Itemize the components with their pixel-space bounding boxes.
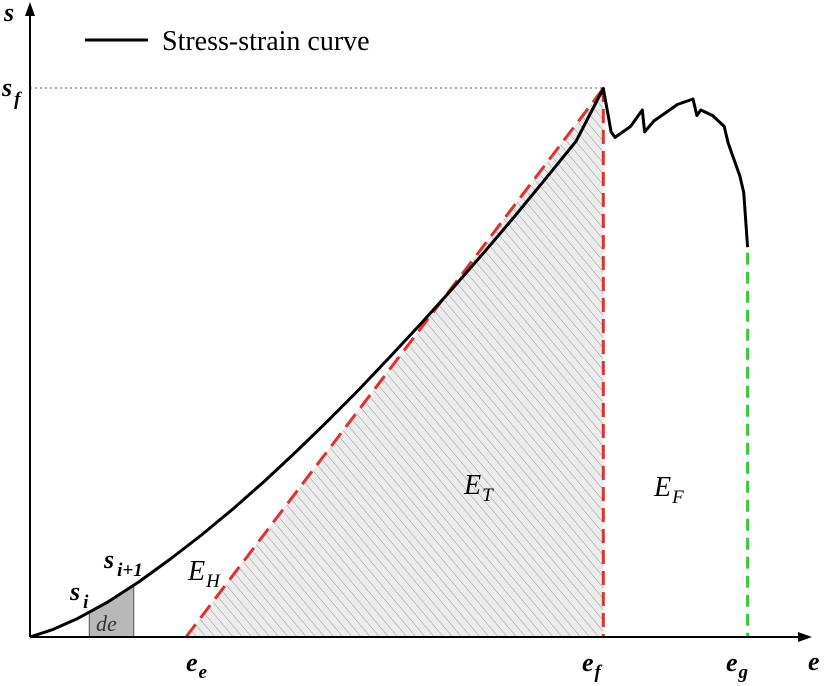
red-dashed-fit-line: [184, 87, 605, 638]
stress-strain-curve-line: [29, 87, 750, 639]
y-tick-sf-sub: f: [14, 89, 22, 110]
annotation-de: de: [96, 611, 117, 636]
x-tick-label-eg: eg: [726, 648, 748, 683]
y-axis-arrowhead: [25, 2, 35, 16]
annotation-e-f-sub: F: [671, 487, 684, 508]
annotation-s-i-main: s: [69, 577, 80, 606]
x-axis-label: e: [808, 647, 820, 676]
annotation-s-i1-main: s: [103, 545, 114, 574]
annotation-e-h: EH: [187, 556, 221, 592]
x-tick-ee-sub: e: [199, 662, 208, 683]
x-axis-arrowhead: [798, 632, 812, 642]
y-tick-sf-main: s: [1, 73, 12, 102]
x-tick-eg-sub: g: [738, 662, 749, 683]
x-tick-ee-main: e: [186, 648, 198, 677]
x-tick-eg-main: e: [726, 648, 738, 677]
annotation-e-h-sub: H: [205, 571, 221, 592]
annotation-e-t-main: E: [463, 470, 481, 501]
x-tick-label-ee: ee: [186, 648, 208, 683]
annotation-s-i1: s i+1: [103, 545, 143, 581]
x-tick-ef-sub: f: [595, 662, 603, 683]
annotation-e-t-sub: T: [482, 485, 494, 506]
annotation-e-f-main: E: [653, 472, 671, 503]
annotation-s-i-sub: i: [83, 592, 89, 613]
annotation-s-i1-sub: i+1: [117, 560, 143, 581]
annotation-e-t: ET: [463, 470, 494, 506]
y-axis-label: s: [3, 0, 14, 27]
x-tick-ef-main: e: [582, 648, 594, 677]
annotation-e-h-main: E: [187, 556, 205, 587]
legend-label: Stress-strain curve: [162, 26, 370, 57]
annotation-e-f: EF: [653, 472, 684, 508]
x-tick-label-ef: ef: [582, 648, 603, 683]
